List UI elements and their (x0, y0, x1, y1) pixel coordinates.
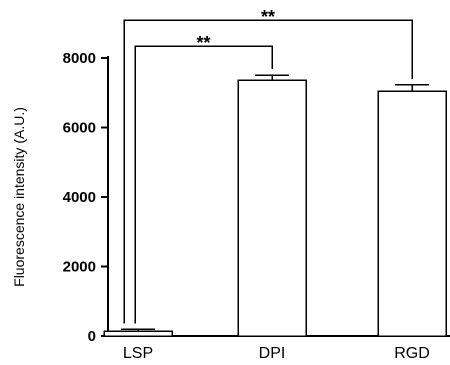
y-tick-label: 8000 (63, 50, 96, 67)
significance-label: ** (196, 33, 210, 53)
bar-lsp (103, 330, 173, 337)
x-category-label: DPI (259, 345, 286, 362)
y-axis-title: Fluorescence intensity (A.U.) (11, 107, 27, 287)
significance-label: ** (261, 7, 275, 27)
y-axis-ticks: 0 2000 4000 6000 8000 (63, 50, 108, 345)
significance-bracket (134, 45, 273, 324)
x-axis-categories: LSP DPI RGD (123, 345, 430, 362)
y-tick-label: 4000 (63, 189, 96, 206)
error-bars (121, 74, 429, 332)
bar-rgd (377, 90, 447, 337)
y-tick-label: 2000 (63, 259, 96, 276)
x-category-label: LSP (123, 345, 153, 362)
significance-bracket (123, 19, 413, 324)
x-category-label: RGD (394, 345, 430, 362)
bar-dpi (237, 79, 307, 337)
y-tick-label: 6000 (63, 120, 96, 137)
significance-brackets: ** ** (123, 7, 413, 324)
y-tick-label: 0 (88, 328, 96, 345)
bars (103, 79, 447, 337)
